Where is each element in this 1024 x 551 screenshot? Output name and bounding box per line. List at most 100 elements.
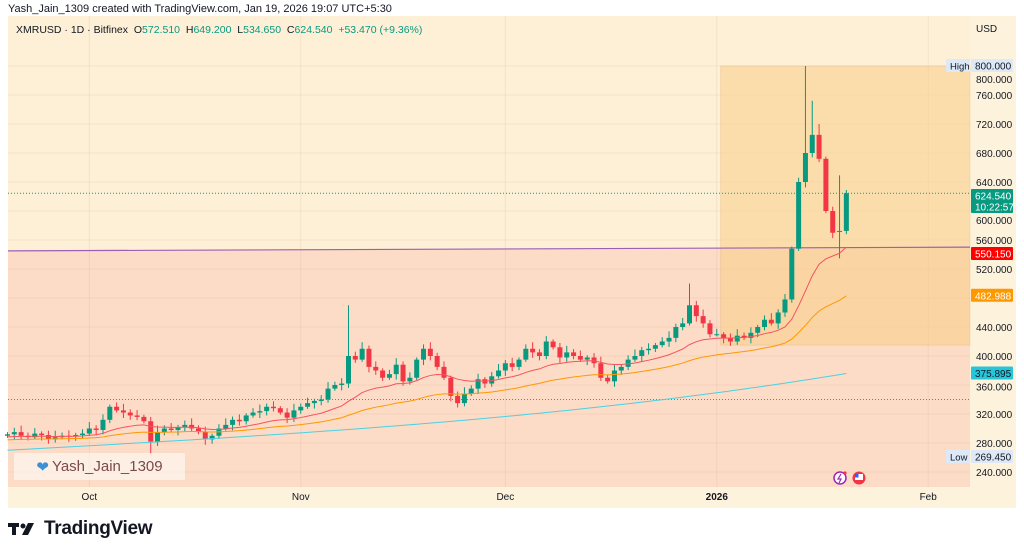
candle-body (611, 370, 617, 382)
candle-body (291, 410, 297, 418)
candle-body (195, 428, 201, 433)
open-value: 572.510 (142, 24, 181, 36)
candle (421, 344, 427, 366)
high-price-label-group: 800.000 High (946, 59, 1013, 73)
candle-body (584, 357, 590, 360)
candle (284, 408, 290, 424)
candle-body (393, 364, 399, 375)
candle-body (434, 356, 440, 367)
candle-body (325, 388, 331, 400)
us-flag-icon[interactable] (852, 471, 866, 485)
candle (611, 365, 617, 387)
candle (332, 381, 338, 391)
candle-body (666, 337, 672, 342)
candle-body (182, 424, 188, 428)
candle (393, 358, 399, 380)
currency-label[interactable]: USD (976, 24, 998, 35)
ma-long-line (7, 372, 847, 451)
candle (652, 342, 658, 353)
candle-body (148, 421, 154, 442)
candle-body (230, 419, 236, 425)
y-axis-tick-group: 720.000 (976, 120, 1013, 131)
candle (823, 156, 829, 214)
candle (625, 355, 631, 371)
candle (775, 309, 781, 329)
candle-body (114, 406, 120, 411)
candle-body (209, 435, 215, 440)
candle (318, 395, 324, 406)
y-axis-tick-group: 680.000 (976, 149, 1013, 160)
candle-body (536, 352, 542, 356)
candle (339, 378, 345, 391)
candle (618, 364, 624, 375)
candle (311, 398, 317, 409)
candle-body (809, 134, 815, 153)
candle (461, 387, 467, 407)
candle (155, 425, 161, 446)
candle (796, 177, 802, 251)
candle-body (448, 377, 454, 396)
candle (277, 406, 283, 415)
candle-body (571, 352, 577, 356)
candle-body (659, 341, 665, 346)
candle (789, 246, 795, 303)
candle-body (386, 374, 392, 378)
candle-body (523, 348, 529, 360)
candle (762, 315, 768, 331)
candle-body (441, 366, 447, 378)
tradingview-logo-icon (8, 523, 34, 535)
candle-body (243, 415, 249, 422)
candle (687, 283, 692, 326)
candle-body (625, 359, 631, 367)
candle-body (837, 230, 843, 232)
countdown-label: 10:22:57 (975, 203, 1014, 214)
candle (646, 343, 652, 355)
candle-body (577, 356, 583, 360)
candle (768, 313, 774, 326)
candle (18, 425, 24, 441)
ema-slow-price-label: 482.988 (975, 291, 1012, 302)
candle (727, 333, 733, 346)
candle-body (332, 385, 338, 389)
candle (148, 416, 154, 454)
candle (639, 346, 645, 362)
candle (605, 374, 611, 384)
y-axis-tick: 760.000 (976, 91, 1013, 102)
x-axis-tick: Oct (82, 492, 98, 503)
y-axis-tick-group: 320.000 (976, 410, 1013, 421)
candle-body (564, 352, 570, 358)
candle-body (734, 335, 740, 342)
candle (298, 403, 304, 414)
candle (741, 332, 747, 341)
candle (830, 206, 836, 239)
candle-body (639, 350, 645, 356)
y-axis-tick-group: 600.000 (976, 216, 1013, 227)
candle-body (270, 406, 276, 409)
x-axis-tick: Nov (292, 492, 310, 503)
candle (264, 403, 270, 416)
candle-body (175, 427, 181, 430)
y-axis-tick-group: 520.000 (976, 265, 1013, 276)
flag-stripes (855, 474, 863, 480)
candle-body (161, 428, 167, 433)
candle-body (73, 435, 79, 437)
y-axis-tick: 640.000 (976, 178, 1013, 189)
candle-body (652, 345, 658, 349)
candle-body (598, 363, 604, 378)
y-axis-tick: 400.000 (976, 352, 1013, 363)
high-tag-bg (946, 59, 970, 72)
tradingview-logo[interactable]: TradingView (8, 518, 153, 540)
ma-long-price-label-group: 375.895 (971, 366, 1013, 380)
candle (734, 329, 740, 345)
y-axis-tick: 360.000 (976, 383, 1013, 394)
high-price-label-bg (971, 59, 1013, 72)
high-price-label: 800.000 (975, 62, 1012, 73)
y-axis-tick: 440.000 (976, 323, 1013, 334)
candle (120, 403, 126, 418)
candle (489, 371, 495, 387)
y-axis-tick-group: 440.000 (976, 323, 1013, 334)
candle (843, 189, 849, 235)
lightning-event-icon[interactable] (833, 471, 847, 485)
heart-icon: ❤ (36, 458, 49, 476)
